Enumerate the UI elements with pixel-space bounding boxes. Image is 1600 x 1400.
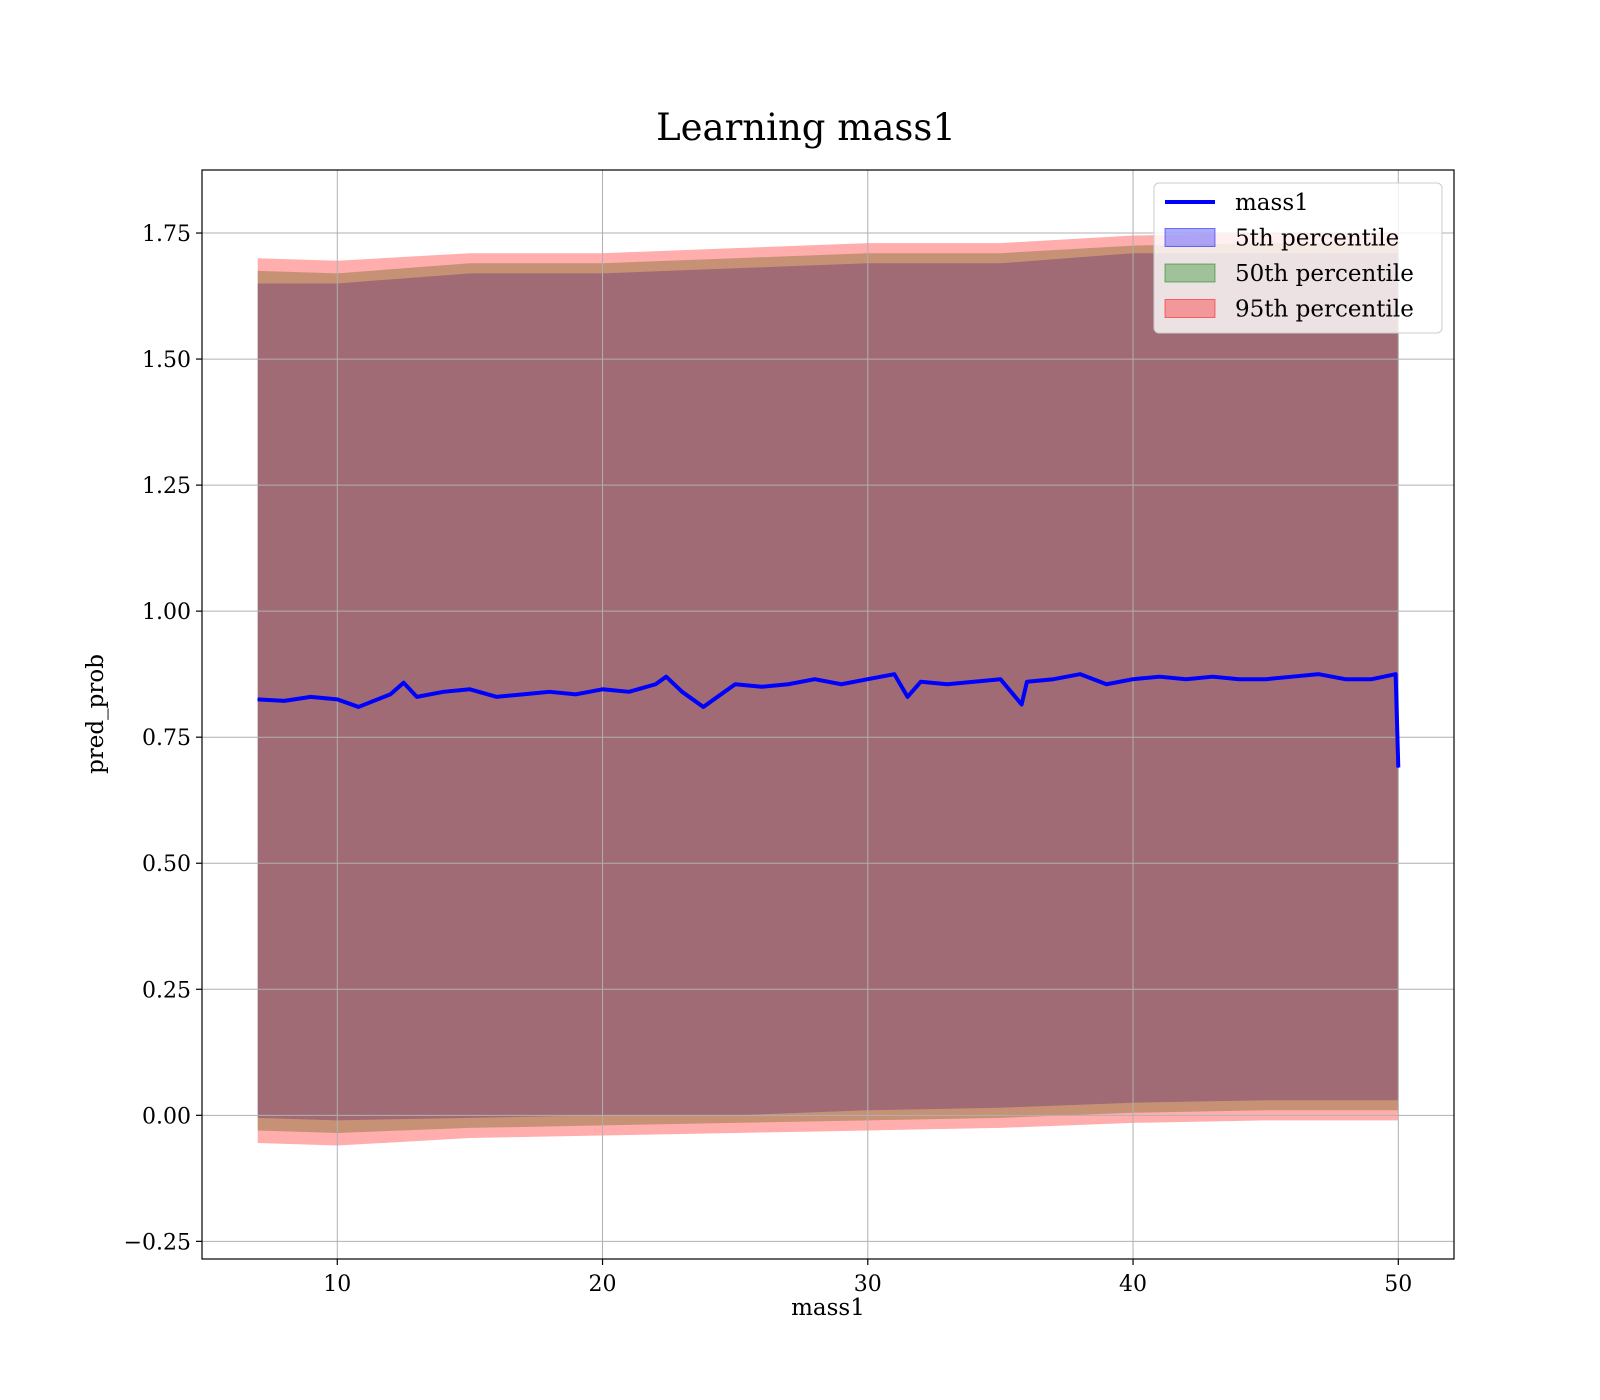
mass1-point xyxy=(973,681,975,683)
mass1-point xyxy=(257,698,259,700)
mass1-point xyxy=(628,691,630,693)
y-tick-label: 0.00 xyxy=(142,1104,191,1129)
mass1-point xyxy=(1052,678,1054,680)
mass1-point xyxy=(1106,683,1108,685)
mass1-point xyxy=(403,682,405,684)
x-tick-label: 20 xyxy=(589,1272,617,1297)
legend: mass1 5th percentile 50th percentile 95th p… xyxy=(1153,182,1443,334)
mass1-line-layer xyxy=(257,672,1401,768)
mass1-point xyxy=(1026,681,1028,683)
x-tick-label: 10 xyxy=(323,1272,351,1297)
mass1-point xyxy=(495,696,497,698)
mass1-point xyxy=(655,683,657,685)
mass1-point xyxy=(442,691,444,693)
mass1-point xyxy=(1185,678,1187,680)
legend-label-95th-percentile: 95th percentile xyxy=(1235,297,1414,323)
percentile-bands xyxy=(257,233,1399,1146)
mass1-point xyxy=(1291,676,1293,678)
mass1-point xyxy=(761,686,763,688)
mass1-point xyxy=(1132,678,1134,680)
mass1-point xyxy=(469,688,471,690)
band-50th-percentile xyxy=(257,243,1399,1133)
plot-area xyxy=(201,169,1455,1260)
mass1-point xyxy=(358,706,359,708)
mass1-point xyxy=(1395,673,1397,675)
mass1-point xyxy=(665,676,667,678)
mass1-point xyxy=(1212,676,1214,678)
mass1-point xyxy=(787,683,789,685)
mass1-point xyxy=(867,678,869,680)
legend-swatch-5th-percentile xyxy=(1164,228,1216,247)
mass1-point xyxy=(522,693,524,695)
mass1-point xyxy=(1397,766,1399,768)
mass1-point xyxy=(814,678,816,680)
y-axis-ticks: −0.25 0.00 0.25 0.50 0.75 1.00 1.25 1.50 1.75 xyxy=(124,222,202,1255)
mass1-point xyxy=(1371,678,1373,680)
y-tick-label: 1.00 xyxy=(142,600,191,625)
x-axis-label: mass1 xyxy=(791,1295,865,1321)
y-tick-label: −0.25 xyxy=(124,1230,191,1255)
mass1-point xyxy=(999,678,1001,680)
mass1-point xyxy=(1021,703,1023,705)
mass1-point xyxy=(1079,673,1081,675)
mass1-point xyxy=(416,696,418,698)
legend-box xyxy=(1153,182,1443,334)
legend-label-5th-percentile: 5th percentile xyxy=(1235,226,1399,252)
mass1-point xyxy=(920,681,922,683)
y-tick-label: 1.75 xyxy=(142,222,191,247)
x-tick-label: 30 xyxy=(854,1272,882,1297)
y-tick-label: 0.25 xyxy=(142,978,191,1003)
x-tick-label: 40 xyxy=(1119,1272,1147,1297)
legend-label-50th-percentile: 50th percentile xyxy=(1235,261,1414,287)
chart-title: Learning mass1 xyxy=(656,106,956,149)
legend-swatch-50th-percentile xyxy=(1164,263,1216,283)
mass1-point xyxy=(389,693,391,695)
mass1-point xyxy=(575,693,577,695)
y-tick-label: 0.75 xyxy=(142,726,191,751)
band-5th-percentile xyxy=(257,253,1399,1121)
mass1-point xyxy=(548,691,550,693)
mass1-point xyxy=(1159,676,1161,678)
x-axis-ticks: 10 20 30 40 50 xyxy=(323,1259,1412,1297)
x-tick-label: 50 xyxy=(1384,1272,1412,1297)
mass1-point xyxy=(840,683,842,685)
mass1-point xyxy=(681,691,683,693)
mass1-point xyxy=(310,696,312,698)
mass1-point xyxy=(1344,678,1346,680)
mass1-point xyxy=(907,696,909,698)
mass1-point xyxy=(734,683,736,685)
mass1-point xyxy=(1318,673,1320,675)
mass1-point xyxy=(336,698,338,700)
mass1-point xyxy=(283,700,285,702)
plot-frame xyxy=(201,169,1455,1260)
mass1-point xyxy=(946,683,948,685)
legend-label-mass1: mass1 xyxy=(1235,190,1309,216)
mass1-point xyxy=(1238,678,1240,680)
mass1-point xyxy=(1265,678,1267,680)
y-tick-label: 1.25 xyxy=(142,474,191,499)
mass1-point xyxy=(702,706,704,708)
y-axis-label: pred_prob xyxy=(83,654,109,774)
y-tick-label: 0.50 xyxy=(142,852,191,877)
y-tick-label: 1.50 xyxy=(142,348,191,373)
legend-swatch-95th-percentile xyxy=(1164,299,1216,318)
mass1-point xyxy=(893,673,895,675)
mass1-point xyxy=(602,688,604,690)
band-95th-percentile xyxy=(257,233,1399,1146)
